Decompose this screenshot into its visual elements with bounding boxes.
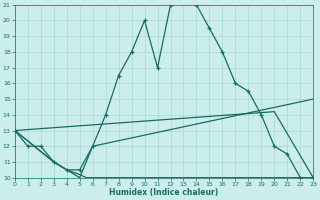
X-axis label: Humidex (Indice chaleur): Humidex (Indice chaleur) [109,188,219,197]
